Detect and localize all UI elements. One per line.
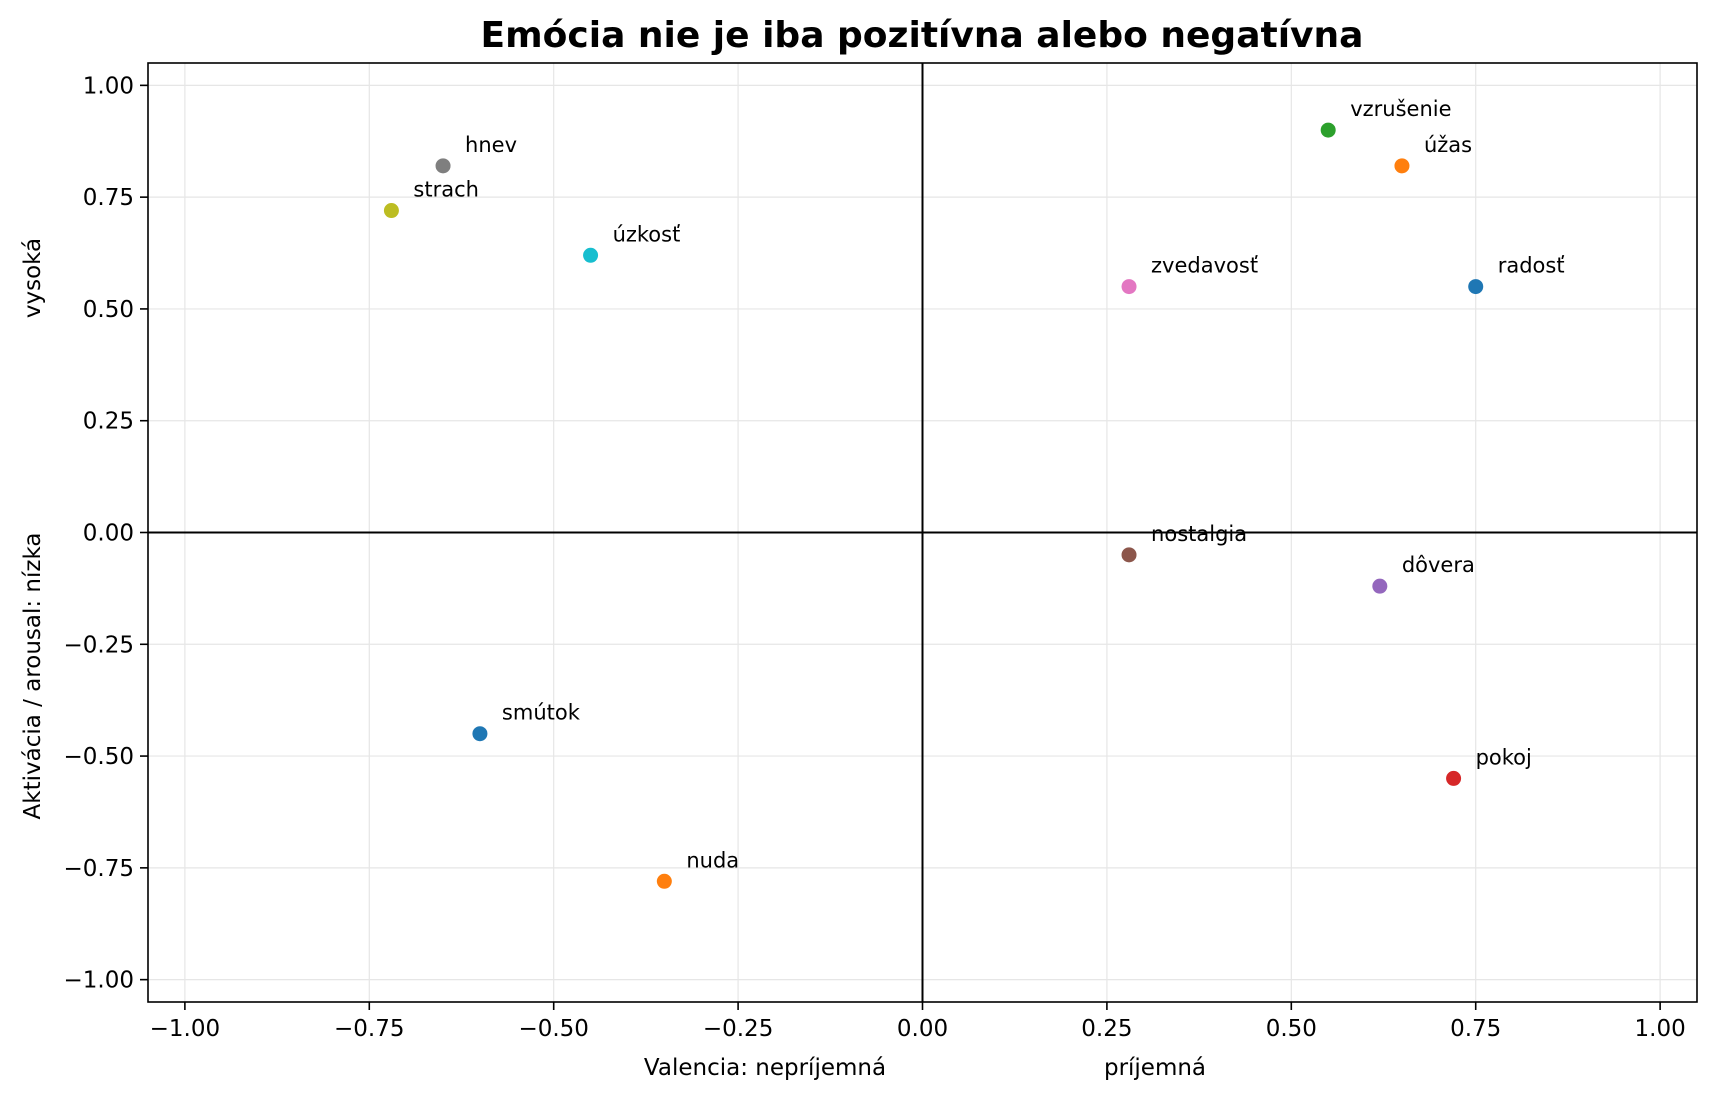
x-tick-label: −0.25 <box>703 1016 773 1042</box>
x-axis-label-left: Valencia: nepríjemná <box>644 1055 886 1081</box>
data-point <box>383 203 399 219</box>
data-point <box>472 726 488 742</box>
y-tick-label: 0.00 <box>83 521 134 547</box>
y-tick-label: −0.50 <box>64 744 134 770</box>
data-point <box>1320 122 1336 138</box>
data-point <box>656 873 672 889</box>
x-tick-label: 0.75 <box>1450 1016 1501 1042</box>
y-tick-label: −0.75 <box>64 856 134 882</box>
data-point <box>435 158 451 174</box>
y-tick-label: 1.00 <box>83 73 134 99</box>
point-label: radosť <box>1498 254 1565 278</box>
data-points <box>383 122 1484 889</box>
data-point <box>1394 158 1410 174</box>
point-label: úžas <box>1424 133 1472 157</box>
point-label: strach <box>413 178 479 202</box>
data-point <box>1446 770 1462 786</box>
point-label: vzrušenie <box>1350 97 1451 121</box>
x-tick-label: 0.00 <box>897 1016 948 1042</box>
point-labels: radosť úžas vzrušenie pokoj dôvera nostalgia z… <box>413 97 1564 872</box>
point-label: dôvera <box>1402 553 1475 577</box>
y-axis-ticks: −1.00 −0.75 −0.50 −0.25 0.00 0.25 0.50 0.75 1.00 <box>64 73 148 994</box>
point-label: smútok <box>502 701 581 725</box>
y-axis-label-bottom: Aktivácia / arousal: nízka <box>20 533 46 820</box>
x-tick-label: 0.50 <box>1266 1016 1317 1042</box>
x-tick-label: 0.25 <box>1081 1016 1132 1042</box>
y-tick-label: −0.25 <box>64 632 134 658</box>
y-tick-label: −1.00 <box>64 968 134 994</box>
x-tick-label: 1.00 <box>1635 1016 1686 1042</box>
x-tick-label: −0.75 <box>334 1016 404 1042</box>
y-tick-label: 0.75 <box>83 185 134 211</box>
data-point <box>1121 279 1137 295</box>
data-point <box>1121 547 1137 563</box>
x-axis-label-right: príjemná <box>1104 1055 1206 1081</box>
x-tick-label: −0.50 <box>518 1016 588 1042</box>
y-tick-label: 0.25 <box>83 409 134 435</box>
chart-title: Emócia nie je iba pozitívna alebo negatí… <box>481 15 1364 56</box>
point-label: pokoj <box>1476 745 1532 769</box>
x-tick-label: −1.00 <box>150 1016 220 1042</box>
data-point <box>583 247 599 263</box>
data-point <box>1372 578 1388 594</box>
point-label: nuda <box>686 848 739 872</box>
point-label: úzkosť <box>613 222 681 246</box>
point-label: hnev <box>465 133 517 157</box>
point-label: zvedavosť <box>1151 254 1258 278</box>
quadrant-lines <box>148 63 1697 1002</box>
data-point <box>1468 279 1484 295</box>
point-label: nostalgia <box>1151 522 1247 546</box>
y-tick-label: 0.50 <box>83 297 134 323</box>
x-axis-ticks: −1.00 −0.75 −0.50 −0.25 0.00 0.25 0.50 0.75 1.00 <box>150 1002 1686 1042</box>
y-axis-label-top: vysoká <box>20 238 46 318</box>
